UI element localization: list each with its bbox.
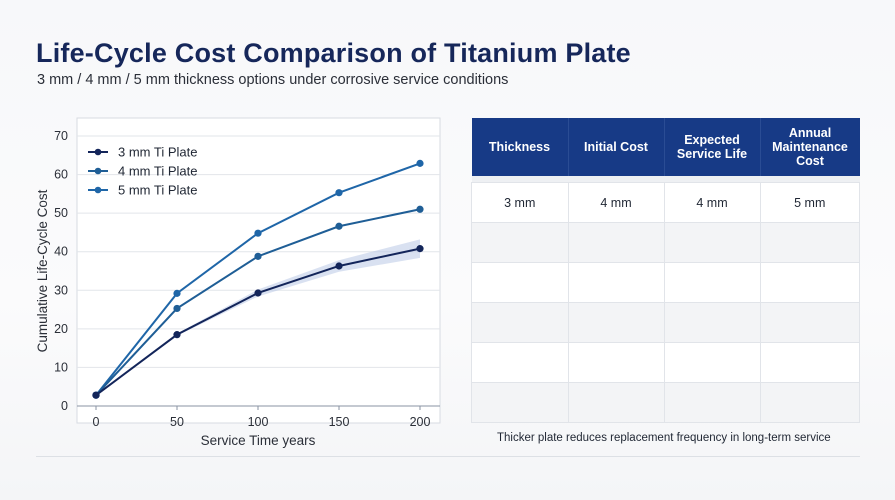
table-row (471, 222, 860, 263)
data-point (173, 304, 181, 313)
table-cell (663, 342, 761, 383)
table-cell: 4 mm (567, 182, 665, 223)
y-tick-label: 40 (54, 245, 68, 259)
table-cell (471, 382, 569, 423)
legend-label: 5 mm Ti Plate (118, 183, 197, 198)
y-tick-label: 0 (61, 399, 68, 413)
table-cell (663, 382, 761, 423)
y-tick-label: 50 (54, 206, 68, 220)
table-cell (567, 302, 665, 343)
y-tick-label: 60 (54, 168, 68, 182)
table-row (471, 302, 860, 343)
data-point (335, 262, 343, 270)
data-point (335, 189, 343, 197)
table-cell (663, 222, 761, 263)
y-tick-label: 30 (54, 283, 68, 297)
table-row: 3 mm 4 mm 4 mm 5 mm (471, 182, 860, 223)
table-cell (471, 262, 569, 303)
data-point (254, 289, 262, 297)
table-cell (567, 342, 665, 383)
table-cell (759, 222, 860, 263)
footer-divider (36, 456, 860, 457)
x-tick-label: 0 (93, 415, 100, 429)
table-cell (759, 382, 860, 423)
comparison-table-container: Thickness Initial Cost Expected Service … (471, 118, 860, 423)
data-point (254, 229, 262, 237)
page-subtitle: 3 mm / 4 mm / 5 mm thickness options und… (37, 72, 509, 88)
y-tick-label: 20 (54, 322, 68, 336)
table-cell (567, 382, 665, 423)
legend-label: 3 mm Ti Plate (118, 145, 197, 160)
x-tick-label: 100 (248, 415, 269, 429)
table-spacer (471, 176, 860, 183)
legend-swatch-marker (94, 148, 102, 156)
x-tick-label: 150 (329, 415, 350, 429)
table-cell (759, 302, 860, 343)
legend-swatch-marker (94, 167, 102, 175)
table-cell (567, 222, 665, 263)
table-footnote: Thicker plate reduces replacement freque… (497, 432, 831, 444)
table-row (471, 382, 860, 423)
legend-swatch-marker (94, 186, 102, 194)
header-annual-maintenance-cost: Annual Maintenance Cost (760, 118, 860, 176)
y-tick-label: 70 (54, 129, 68, 143)
comparison-table: Thickness Initial Cost Expected Service … (471, 118, 860, 423)
y-axis-title: Cumulative Life-Cycle Cost (35, 189, 50, 352)
table-cell (759, 342, 860, 383)
header-thickness: Thickness (471, 118, 569, 176)
table-cell: 5 mm (759, 182, 860, 223)
table-row (471, 342, 860, 383)
table-cell: 4 mm (663, 182, 761, 223)
x-tick-label: 50 (170, 415, 184, 429)
table-header-row: Thickness Initial Cost Expected Service … (471, 118, 860, 176)
table-cell (471, 342, 569, 383)
table-cell (663, 262, 761, 303)
table-cell (471, 222, 569, 263)
legend-label: 4 mm Ti Plate (118, 164, 197, 179)
plot-area (76, 117, 441, 424)
x-axis-title: Service Time years (201, 433, 316, 448)
table-cell: 3 mm (471, 182, 569, 223)
table-cell (759, 262, 860, 303)
table-row (471, 262, 860, 303)
table-cell (567, 262, 665, 303)
data-point (416, 159, 424, 167)
header-expected-service-life: Expected Service Life (664, 118, 761, 176)
data-point (416, 245, 424, 253)
x-tick-label: 200 (410, 415, 431, 429)
data-point (92, 391, 100, 399)
y-tick-label: 10 (54, 360, 68, 374)
data-point (335, 222, 343, 230)
data-point (416, 205, 424, 213)
table-cell (663, 302, 761, 343)
header-initial-cost: Initial Cost (568, 118, 665, 176)
data-point (173, 289, 181, 297)
data-point (173, 331, 181, 339)
data-point (254, 252, 262, 260)
page-title: Life-Cycle Cost Comparison of Titanium P… (36, 38, 631, 68)
table-cell (471, 302, 569, 343)
